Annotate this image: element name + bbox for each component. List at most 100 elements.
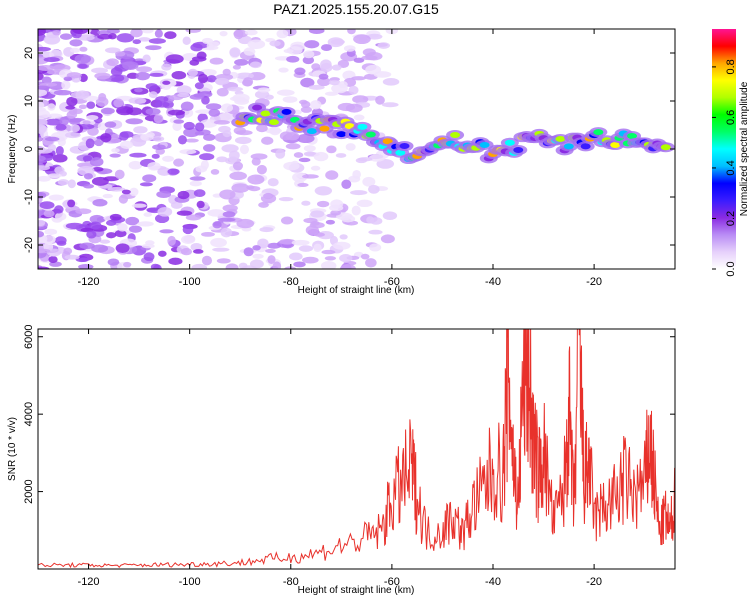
spectrogram-noise-cell — [38, 123, 47, 134]
spectrogram-noise-cell — [104, 121, 117, 128]
spectrogram-noise-cell — [171, 71, 187, 80]
spectrogram-noise-cell — [69, 39, 83, 47]
colorbar-tick-label: 0.2 — [725, 211, 737, 226]
spectrogram-y-tick-label: -20 — [23, 237, 35, 253]
spectrogram-signal-cell — [268, 119, 279, 126]
spectrogram-noise-cell — [180, 247, 193, 256]
spectrogram-noise-cell — [279, 131, 293, 141]
spectrogram-noise-cell — [227, 86, 244, 92]
spectrogram-noise-cell — [286, 55, 300, 63]
spectrogram-noise-cell — [63, 247, 73, 255]
colorbar-strip — [712, 29, 736, 269]
spectrogram-noise-cell — [298, 157, 311, 163]
spectrogram-noise-cell — [109, 213, 122, 221]
spectrogram-noise-cell — [220, 227, 233, 238]
spectrogram-noise-cell — [141, 243, 155, 249]
spectrogram-noise-cell — [46, 248, 61, 257]
spectrogram-signal-cell — [660, 144, 671, 151]
spectrogram-noise-cell — [249, 259, 264, 269]
spectrogram-noise-cell — [331, 64, 342, 71]
spectrogram-noise-cell — [356, 199, 373, 208]
spectrogram-noise-cell — [134, 88, 143, 93]
spectrogram-noise-cell — [324, 91, 339, 96]
spectrogram-noise-cell — [177, 93, 190, 98]
spectrogram-noise-cell — [143, 252, 155, 262]
spectrogram-noise-cell — [52, 153, 68, 163]
spectrogram-noise-cell — [66, 72, 82, 79]
spectrogram-noise-cell — [177, 190, 190, 200]
spectrogram-noise-cell — [200, 119, 218, 128]
spectrogram-noise-cell — [220, 103, 234, 113]
spectrogram-noise-cell — [154, 101, 170, 108]
spectrogram-noise-cell — [348, 175, 361, 183]
spectrogram-noise-cell — [265, 94, 274, 100]
spectrogram-noise-cell — [303, 217, 318, 224]
spectrogram-noise-cell — [158, 250, 167, 257]
spectrogram-noise-cell — [284, 266, 297, 269]
spectrogram-noise-cell — [310, 210, 325, 218]
spectrogram-noise-cell — [308, 84, 325, 90]
spectrogram-noise-cell — [309, 100, 322, 110]
spectrogram-noise-cell — [330, 39, 345, 45]
spectrogram-noise-cell — [41, 76, 52, 85]
spectrogram-signal-cell — [450, 132, 461, 139]
spectrogram-noise-cell — [59, 33, 73, 40]
spectrogram-noise-cell — [203, 133, 216, 141]
spectrogram-noise-cell — [368, 154, 386, 162]
spectrogram-signal-cell — [306, 128, 317, 135]
snr-axes: -120 -100 -80 -60 -40 -20 2000 4000 6000 — [23, 324, 675, 588]
spectrogram-noise-cell — [173, 158, 185, 167]
spectrogram-noise-cell — [141, 29, 154, 34]
spectrogram-noise-cell — [233, 29, 244, 40]
spectrogram-noise-cell — [157, 207, 173, 217]
spectrogram-noise-cell — [119, 131, 134, 138]
spectrogram-noise-cell — [361, 55, 378, 61]
spectrogram-noise-cell — [229, 171, 247, 181]
spectrogram-noise-cell — [109, 153, 121, 158]
spectrogram-noise-cell — [63, 76, 73, 82]
spectrogram-noise-cell — [179, 149, 197, 155]
spectrogram-signal-cell — [504, 139, 515, 146]
spectrogram-noise-cell — [267, 242, 282, 249]
spectrogram-noise-cell — [75, 208, 92, 215]
spectrogram-noise-cell — [70, 124, 80, 133]
spectrogram-noise-cell — [153, 264, 162, 269]
spectrogram-noise-cell — [214, 77, 230, 85]
spectrogram-noise-cell — [249, 61, 262, 69]
spectrogram-noise-cell — [302, 174, 319, 179]
spectrogram-noise-cell — [368, 229, 383, 235]
spectrogram-x-tick-label: -100 — [179, 276, 201, 288]
spectrogram-noise-cell — [219, 189, 236, 200]
spectrogram-noise-cell — [48, 255, 58, 264]
spectrogram-noise-cell — [64, 254, 80, 260]
spectrogram-noise-cell — [77, 165, 95, 176]
spectrogram-noise-cell — [199, 153, 215, 161]
spectrogram-noise-cell — [300, 77, 315, 88]
spectrogram-noise-cell — [345, 103, 363, 113]
spectrogram-noise-cell — [301, 256, 319, 264]
spectrogram-noise-cell — [194, 122, 205, 132]
spectrogram-noise-cell — [185, 214, 202, 221]
spectrogram-noise-cell — [145, 45, 162, 51]
spectrogram-noise-cell — [320, 44, 333, 52]
spectrogram-noise-cell — [264, 127, 282, 134]
spectrogram-noise-cell — [341, 179, 352, 189]
spectrogram-noise-cell — [149, 72, 164, 77]
spectrogram-noise-cell — [257, 238, 269, 249]
spectrogram-noise-cell — [111, 148, 120, 153]
spectrogram-noise-cell — [212, 221, 222, 229]
spectrogram-signal-cell — [563, 143, 574, 150]
spectrogram-noise-cell — [321, 249, 336, 255]
snr-x-tick-label: -60 — [384, 576, 400, 588]
spectrogram-noise-cell — [189, 176, 206, 181]
spectrogram-noise-cell — [272, 261, 282, 269]
spectrogram-noise-cell — [176, 210, 193, 216]
spectrogram-noise-cell — [74, 54, 91, 64]
spectrogram-noise-cell — [38, 248, 51, 254]
spectrogram-x-tick-label: -120 — [78, 276, 100, 288]
spectrogram-noise-cell — [47, 113, 63, 119]
spectrogram-noise-cell — [68, 118, 82, 123]
spectrogram-noise-cell — [91, 67, 109, 74]
spectrogram-noise-cell — [347, 29, 356, 35]
